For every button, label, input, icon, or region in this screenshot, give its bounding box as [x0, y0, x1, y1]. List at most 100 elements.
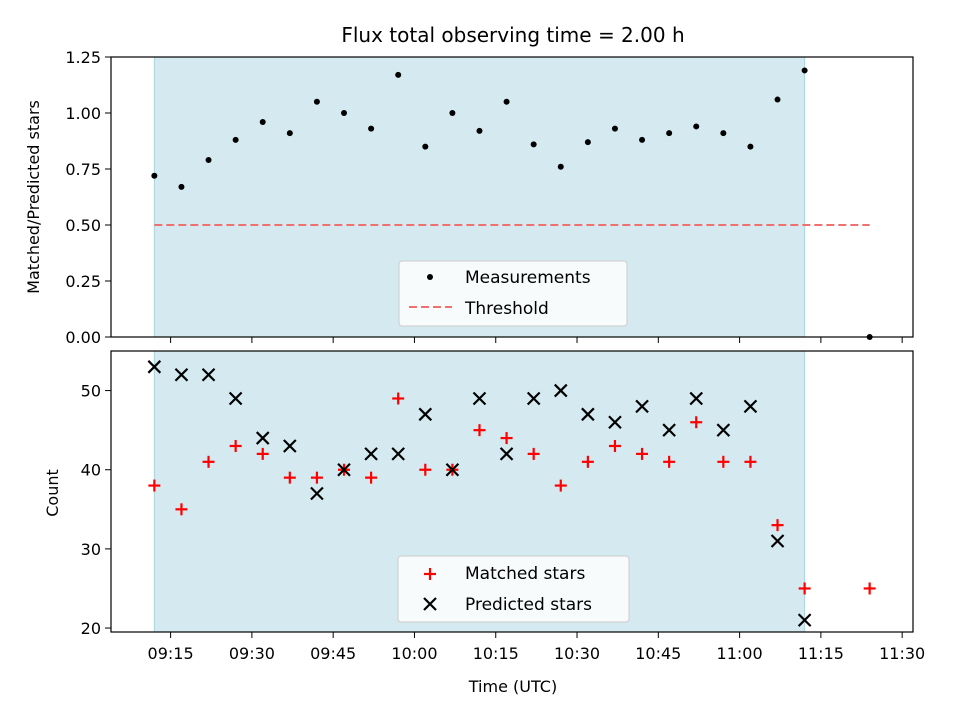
predicted-star-point — [499, 447, 514, 461]
matched-star-point — [554, 479, 567, 492]
matched-star-point — [202, 455, 215, 468]
predicted-star-point — [418, 407, 433, 422]
predicted-star-point — [608, 415, 622, 430]
top-y-tick-label: 0.25 — [65, 272, 101, 291]
legend-measurements-marker — [427, 274, 433, 280]
predicted-star-point — [445, 462, 460, 477]
measurement-point — [178, 183, 185, 190]
bottom-y-tick-label: 40 — [81, 461, 101, 480]
x-tick-label: 09:15 — [148, 644, 194, 663]
matched-star-point — [419, 463, 432, 476]
x-tick-label: 11:00 — [717, 644, 763, 663]
matched-star-point — [608, 439, 621, 452]
measurement-point — [259, 118, 266, 125]
bottom-panel: 20 30 40 50 09:15 09:30 09:45 10:00 10:15 10:30 1… — [43, 350, 925, 696]
top-y-tick-label: 0.75 — [65, 160, 101, 179]
x-tick-label: 09:45 — [310, 644, 356, 663]
matched-star-point — [175, 503, 188, 516]
top-y-axis-label: Matched/Predicted stars — [24, 100, 43, 294]
top-legend: Measurements Threshold — [398, 260, 628, 327]
measurement-point — [476, 127, 483, 134]
matched-star-point — [392, 392, 405, 405]
top-panel: 0.00 0.25 0.50 0.75 1.00 1.25 Matched/Predict… — [24, 48, 914, 347]
predicted-star-point — [147, 360, 162, 374]
measurement-point — [368, 125, 375, 132]
measurement-point — [313, 98, 320, 105]
predicted-star-point — [797, 613, 812, 627]
measurement-point — [639, 136, 646, 143]
predicted-star-point — [553, 383, 568, 398]
matched-star-point — [310, 471, 323, 484]
measurement-point — [232, 136, 239, 143]
predicted-star-point — [391, 447, 405, 461]
legend-measurements-label: Measurements — [465, 268, 591, 288]
predicted-star-point — [581, 407, 595, 422]
predicted-star-point — [201, 367, 216, 382]
matched-star-point — [581, 455, 594, 468]
x-tick-label: 10:15 — [473, 644, 519, 663]
legend-matched-marker — [424, 568, 436, 580]
measurement-point — [205, 157, 212, 164]
measurement-point — [611, 125, 618, 132]
measurement-point — [530, 141, 537, 148]
bottom-y-tick-label: 30 — [81, 540, 101, 559]
matched-star-point — [744, 455, 757, 468]
predicted-star-point — [770, 534, 785, 548]
legend-predicted-label: Predicted stars — [465, 595, 592, 615]
x-tick-label: 10:00 — [391, 644, 437, 663]
x-tick-label: 10:30 — [554, 644, 600, 663]
bottom-legend-box — [397, 555, 630, 623]
measurement-point — [341, 110, 348, 116]
matched-star-point — [798, 582, 811, 595]
matched-star-point — [256, 447, 269, 460]
measurement-point — [747, 143, 754, 150]
x-tick-label: 11:15 — [798, 644, 844, 663]
measurement-point — [584, 139, 591, 146]
x-tick-label: 11:30 — [879, 644, 925, 663]
measurement-point — [693, 123, 700, 130]
matched-star-point — [663, 455, 676, 468]
bottom-y-tick-label: 20 — [81, 619, 101, 638]
predicted-star-point — [310, 486, 324, 501]
matched-star-point — [690, 416, 703, 429]
predicted-star-point — [716, 423, 731, 437]
measurement-point — [395, 71, 402, 78]
top-y-tick-label: 1.00 — [65, 104, 101, 123]
measurement-point — [666, 130, 673, 137]
chart-title: Flux total observing time = 2.00 h — [341, 23, 684, 47]
measurement-point — [557, 163, 564, 170]
legend-predicted-marker — [423, 597, 437, 611]
legend-matched-label: Matched stars — [465, 564, 585, 584]
measurement-point — [286, 130, 293, 137]
matched-star-point — [771, 519, 784, 532]
predicted-star-point — [228, 391, 243, 406]
matched-star-point — [283, 471, 296, 484]
matched-star-point — [527, 447, 540, 460]
predicted-star-point — [364, 447, 378, 461]
top-y-tick-label: 0.50 — [65, 216, 101, 235]
matched-star-point — [863, 582, 876, 595]
predicted-star-point — [255, 431, 270, 445]
top-y-tick-label: 0.00 — [65, 328, 101, 347]
predicted-star-point — [662, 423, 676, 437]
matched-star-point — [473, 424, 486, 437]
x-tick-label: 09:30 — [229, 644, 275, 663]
matched-star-point — [500, 432, 513, 445]
matched-star-point — [636, 447, 649, 460]
matched-star-point — [229, 439, 242, 452]
bottom-plot-frame — [110, 350, 914, 633]
bottom-y-axis-label: Count — [43, 469, 62, 517]
predicted-star-point — [526, 391, 541, 406]
bottom-y-tick-label: 50 — [81, 382, 101, 401]
predicted-star-point — [635, 399, 649, 414]
predicted-star-point — [743, 399, 758, 414]
predicted-star-point — [174, 367, 189, 382]
x-tick-label: 10:45 — [635, 644, 681, 663]
top-legend-box — [398, 260, 628, 327]
measurement-point — [449, 110, 456, 116]
matched-star-point — [717, 455, 730, 468]
measurement-point — [151, 172, 158, 179]
measurement-point — [774, 96, 781, 103]
matched-star-point — [365, 471, 378, 484]
